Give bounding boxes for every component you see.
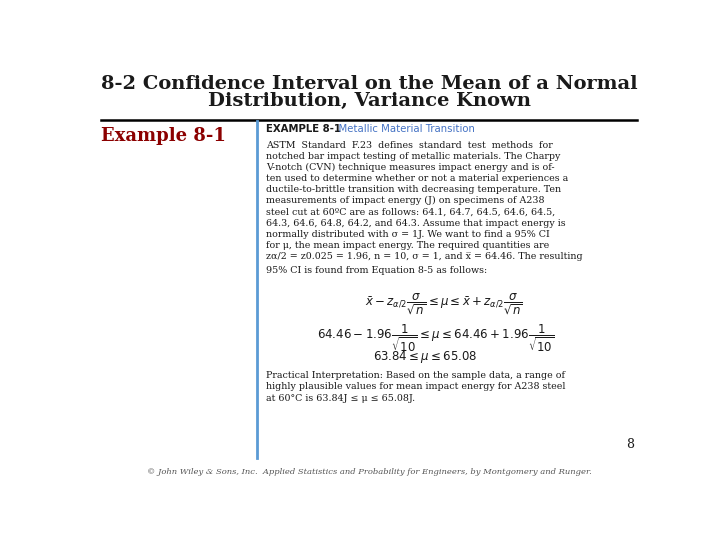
Text: 8-2 Confidence Interval on the Mean of a Normal: 8-2 Confidence Interval on the Mean of a… (101, 75, 637, 93)
Text: at 60°C is 63.84J ≤ μ ≤ 65.08J.: at 60°C is 63.84J ≤ μ ≤ 65.08J. (266, 394, 415, 402)
Text: highly plausible values for mean impact energy for A238 steel: highly plausible values for mean impact … (266, 382, 565, 392)
Text: © John Wiley & Sons, Inc.  Applied Statistics and Probability for Engineers, by : © John Wiley & Sons, Inc. Applied Statis… (147, 468, 591, 476)
Text: Practical Interpretation: Based on the sample data, a range of: Practical Interpretation: Based on the s… (266, 371, 564, 380)
Text: 8: 8 (626, 438, 634, 451)
Text: measurements of impact energy (J) on specimens of A238: measurements of impact energy (J) on spe… (266, 196, 544, 205)
Text: steel cut at 60ºC are as follows: 64.1, 64.7, 64.5, 64.6, 64.5,: steel cut at 60ºC are as follows: 64.1, … (266, 207, 555, 217)
Text: Metallic Material Transition: Metallic Material Transition (332, 124, 474, 134)
Text: $64.46 - 1.96\dfrac{1}{\sqrt{10}} \leq \mu \leq 64.46 + 1.96\dfrac{1}{\sqrt{10}}: $64.46 - 1.96\dfrac{1}{\sqrt{10}} \leq \… (317, 322, 555, 354)
Text: EXAMPLE 8-1: EXAMPLE 8-1 (266, 124, 341, 134)
Text: 95% CI is found from Equation 8-5 as follows:: 95% CI is found from Equation 8-5 as fol… (266, 266, 487, 275)
Text: normally distributed with σ = 1J. We want to find a 95% CI: normally distributed with σ = 1J. We wan… (266, 230, 549, 239)
Text: V-notch (CVN) technique measures impact energy and is of-: V-notch (CVN) technique measures impact … (266, 163, 554, 172)
Text: ductile-to-brittle transition with decreasing temperature. Ten: ductile-to-brittle transition with decre… (266, 185, 561, 194)
Text: ASTM  Standard  F.23  defines  standard  test  methods  for: ASTM Standard F.23 defines standard test… (266, 140, 552, 150)
Text: 64.3, 64.6, 64.8, 64.2, and 64.3. Assume that impact energy is: 64.3, 64.6, 64.8, 64.2, and 64.3. Assume… (266, 219, 565, 227)
Text: $\bar{x} - z_{\alpha/2}\dfrac{\sigma}{\sqrt{n}} \leq \mu \leq \bar{x} + z_{\alph: $\bar{x} - z_{\alpha/2}\dfrac{\sigma}{\s… (365, 291, 523, 316)
Text: for μ, the mean impact energy. The required quantities are: for μ, the mean impact energy. The requi… (266, 241, 549, 250)
Text: notched bar impact testing of metallic materials. The Charpy: notched bar impact testing of metallic m… (266, 152, 560, 161)
Text: Example 8-1: Example 8-1 (101, 127, 226, 145)
Text: ten used to determine whether or not a material experiences a: ten used to determine whether or not a m… (266, 174, 568, 183)
Text: Distribution, Variance Known: Distribution, Variance Known (207, 92, 531, 110)
Text: zα/2 = z0.025 = 1.96, n = 10, σ = 1, and x̅ = 64.46. The resulting: zα/2 = z0.025 = 1.96, n = 10, σ = 1, and… (266, 252, 582, 261)
Text: $63.84 \leq \mu \leq 65.08$: $63.84 \leq \mu \leq 65.08$ (373, 349, 477, 365)
